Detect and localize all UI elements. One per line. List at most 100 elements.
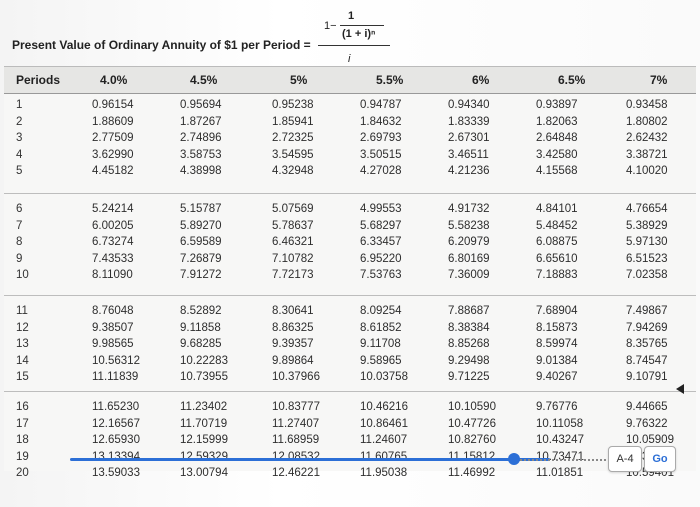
period-cell: 6 bbox=[16, 203, 23, 215]
value-cell: 3.50515 bbox=[360, 148, 402, 161]
value-cell: 4.91732 bbox=[448, 203, 490, 215]
value-cell: 0.96154 bbox=[92, 99, 134, 111]
value-cell: 1.87267 bbox=[180, 115, 222, 128]
table-row: 17 12.16567 11.70719 11.27407 10.86461 10.477… bbox=[4, 418, 696, 434]
value-cell: 9.89864 bbox=[272, 354, 314, 367]
value-cell: 3.58753 bbox=[180, 148, 222, 161]
value-cell: 4.21236 bbox=[448, 165, 490, 177]
value-cell: 6.08875 bbox=[536, 236, 578, 248]
table-row: 3 2.77509 2.74896 2.72325 2.69793 2.67301 2.64… bbox=[4, 132, 696, 148]
value-cell: 12.46221 bbox=[272, 467, 320, 479]
value-cell: 7.02358 bbox=[626, 269, 668, 281]
value-cell: 6.00205 bbox=[92, 219, 134, 232]
value-cell: 10.03758 bbox=[360, 371, 408, 383]
value-cell: 6.33457 bbox=[360, 236, 402, 248]
value-cell: 9.40267 bbox=[536, 371, 578, 383]
period-cell: 11 bbox=[16, 305, 28, 317]
value-cell: 5.68297 bbox=[360, 219, 402, 232]
table-row: 1 0.96154 0.95694 0.95238 0.94787 0.94340 0.93… bbox=[4, 99, 696, 115]
value-cell: 3.38721 bbox=[626, 148, 668, 161]
block-divider bbox=[4, 391, 696, 392]
go-button[interactable]: Go bbox=[644, 446, 676, 472]
value-cell: 12.15999 bbox=[180, 434, 228, 446]
value-cell: 6.95220 bbox=[360, 252, 402, 265]
value-cell: 3.42580 bbox=[536, 148, 578, 161]
value-cell: 5.07569 bbox=[272, 203, 314, 215]
annuity-formula: 1− 1 (1 + i)ⁿ i bbox=[300, 8, 410, 68]
table-row: 12 9.38507 9.11858 8.86325 8.61852 8.38384 8.1… bbox=[4, 322, 696, 338]
value-cell: 7.26879 bbox=[180, 252, 222, 265]
value-cell: 4.38998 bbox=[180, 165, 222, 177]
value-cell: 4.99553 bbox=[360, 203, 402, 215]
value-cell: 7.49867 bbox=[626, 305, 668, 317]
value-cell: 4.76654 bbox=[626, 203, 668, 215]
formula-main-divider bbox=[318, 45, 390, 46]
value-cell: 7.68904 bbox=[536, 305, 578, 317]
value-cell: 13.00794 bbox=[180, 467, 228, 479]
value-cell: 10.73955 bbox=[180, 371, 228, 383]
value-cell: 1.88609 bbox=[92, 115, 134, 128]
page-slider-handle[interactable] bbox=[508, 453, 520, 465]
value-cell: 1.83339 bbox=[448, 115, 490, 128]
value-cell: 7.36009 bbox=[448, 269, 490, 281]
value-cell: 8.74547 bbox=[626, 354, 668, 367]
value-cell: 2.77509 bbox=[92, 132, 134, 144]
value-cell: 9.98565 bbox=[92, 338, 134, 350]
value-cell: 9.38507 bbox=[92, 321, 134, 334]
page-slider-remaining[interactable] bbox=[520, 459, 610, 462]
value-cell: 9.58965 bbox=[360, 354, 402, 367]
period-cell: 19 bbox=[16, 450, 29, 463]
value-cell: 9.10791 bbox=[626, 371, 668, 383]
value-cell: 10.86461 bbox=[360, 417, 408, 430]
period-cell: 3 bbox=[16, 132, 23, 144]
value-cell: 3.54595 bbox=[272, 148, 314, 161]
value-cell: 1.84632 bbox=[360, 115, 402, 128]
value-cell: 11.23402 bbox=[180, 401, 228, 413]
table-row: 7 6.00205 5.89270 5.78637 5.68297 5.58238 5.48… bbox=[4, 220, 696, 236]
value-cell: 0.94340 bbox=[448, 99, 490, 111]
column-header-rate: 5% bbox=[290, 73, 308, 87]
column-header-rate: 6.5% bbox=[558, 73, 586, 87]
formula-one-minus: 1− bbox=[324, 20, 337, 32]
value-cell: 6.59589 bbox=[180, 236, 222, 248]
column-header-rate: 5.5% bbox=[376, 73, 404, 87]
value-cell: 4.32948 bbox=[272, 165, 314, 177]
value-cell: 10.56312 bbox=[92, 354, 140, 367]
table-row: 11 8.76048 8.52892 8.30641 8.09254 7.88687 7.6… bbox=[4, 305, 696, 321]
formula-inner-denominator: (1 + i)ⁿ bbox=[342, 28, 376, 40]
value-cell: 10.46216 bbox=[360, 401, 408, 413]
mouse-pointer-icon bbox=[676, 384, 684, 394]
value-cell: 9.11708 bbox=[360, 338, 401, 350]
period-cell: 12 bbox=[16, 321, 29, 334]
period-cell: 15 bbox=[16, 371, 29, 383]
value-cell: 10.37966 bbox=[272, 371, 320, 383]
column-header-rate: 7% bbox=[650, 73, 668, 87]
value-cell: 8.15873 bbox=[536, 321, 578, 334]
value-cell: 8.85268 bbox=[448, 338, 490, 350]
value-cell: 5.97130 bbox=[626, 236, 668, 248]
formula-inner-numerator: 1 bbox=[348, 10, 355, 22]
value-cell: 8.35765 bbox=[626, 338, 668, 350]
table-row: 5 4.45182 4.38998 4.32948 4.27028 4.21236 4.15… bbox=[4, 165, 696, 181]
value-cell: 6.73274 bbox=[92, 236, 134, 248]
block-divider bbox=[4, 193, 696, 194]
value-cell: 2.64848 bbox=[536, 132, 578, 144]
period-cell: 1 bbox=[16, 99, 23, 111]
table-row: 2 1.88609 1.87267 1.85941 1.84632 1.83339 1.82… bbox=[4, 116, 696, 132]
value-cell: 10.82760 bbox=[448, 434, 496, 446]
value-cell: 8.52892 bbox=[180, 305, 222, 317]
value-cell: 9.39357 bbox=[272, 338, 314, 350]
value-cell: 9.71225 bbox=[448, 371, 490, 383]
value-cell: 9.76322 bbox=[626, 417, 668, 430]
value-cell: 5.24214 bbox=[92, 203, 134, 215]
value-cell: 11.46992 bbox=[448, 467, 496, 479]
page-number-input[interactable]: A-4 bbox=[608, 446, 642, 472]
formula-inner-divider bbox=[340, 25, 384, 26]
period-cell: 13 bbox=[16, 338, 29, 350]
period-cell: 10 bbox=[16, 269, 29, 281]
block-divider bbox=[4, 295, 696, 296]
page-slider-track[interactable] bbox=[70, 458, 550, 461]
page-navigation bbox=[0, 450, 700, 507]
value-cell: 6.46321 bbox=[272, 236, 314, 248]
